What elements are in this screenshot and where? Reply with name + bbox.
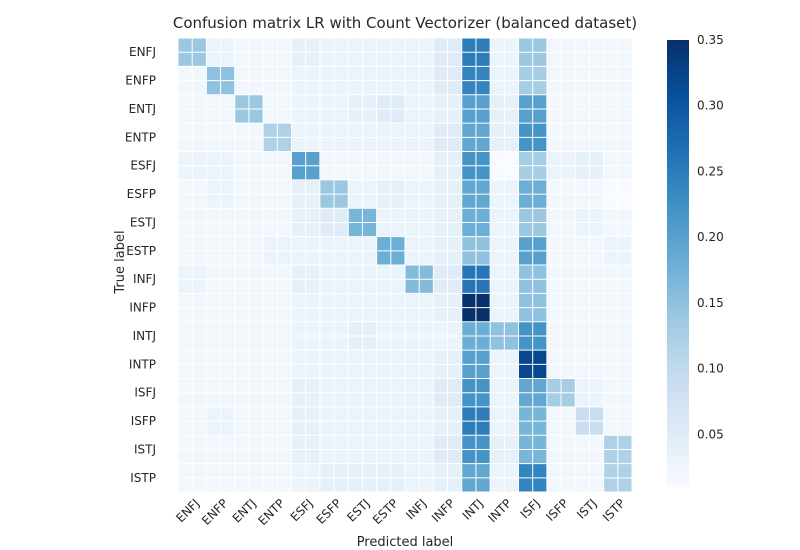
x-tick-label: ISTP <box>600 496 628 524</box>
x-tick-label: INTJ <box>460 496 486 522</box>
y-tick-label: INFJ <box>133 272 156 286</box>
y-tick-label: ENFP <box>125 74 156 88</box>
y-axis-ticks: ENFJ ENFP ENTJ ENTP ESFJ ESFP ESTJ ESTP INFJ INFP… <box>125 45 156 485</box>
x-tick-label: INFP <box>429 496 458 525</box>
y-axis-label: True label <box>113 230 128 294</box>
x-tick-label: ESTP <box>370 496 401 527</box>
colorbar-tick-label: 0.10 <box>697 362 724 376</box>
y-tick-label: ISTJ <box>134 442 156 456</box>
y-tick-label: ENTP <box>125 130 156 144</box>
x-tick-label: ESFJ <box>288 496 316 524</box>
colorbar-tick-label: 0.20 <box>697 230 724 244</box>
x-tick-label: ISTJ <box>574 496 599 521</box>
colorbar-tick-label: 0.35 <box>697 33 724 47</box>
colorbar-tick-label: 0.30 <box>697 99 724 113</box>
x-axis-label: Predicted label <box>357 535 454 550</box>
x-tick-label: ENTJ <box>230 496 259 525</box>
y-tick-label: ESFJ <box>130 159 156 173</box>
colorbar-tick-label: 0.25 <box>697 164 724 178</box>
y-tick-label: ESTP <box>126 244 156 258</box>
colorbar <box>667 40 689 487</box>
colorbar-ticks: 0.05 0.10 0.15 0.20 0.25 0.30 0.35 <box>697 33 724 441</box>
chart-title: Confusion matrix LR with Count Vectorize… <box>173 14 637 32</box>
colorbar-tick-label: 0.05 <box>697 427 724 441</box>
x-tick-label: ISFP <box>543 496 571 524</box>
y-tick-label: INFP <box>129 301 156 315</box>
colorbar-tick-label: 0.15 <box>697 296 724 310</box>
x-tick-label: ENFJ <box>173 496 202 525</box>
x-tick-label: INTP <box>485 496 514 525</box>
y-tick-label: ENFJ <box>129 45 156 59</box>
y-tick-label: ISTP <box>130 471 156 485</box>
x-tick-label: ENTP <box>256 496 288 528</box>
y-tick-label: ESTJ <box>130 215 156 229</box>
x-tick-label: ISFJ <box>518 496 543 521</box>
y-tick-label: INTJ <box>133 329 156 343</box>
y-tick-label: ESFP <box>127 187 156 201</box>
heatmap <box>177 37 633 493</box>
x-tick-label: ESTJ <box>344 496 372 524</box>
x-tick-label: INFJ <box>403 496 429 522</box>
y-tick-label: ISFP <box>131 414 156 428</box>
x-tick-label: ENFP <box>199 496 231 528</box>
x-tick-label: ESFP <box>314 496 345 527</box>
y-tick-label: ENTJ <box>129 102 156 116</box>
y-tick-label: INTP <box>129 357 156 371</box>
y-tick-label: ISFJ <box>134 386 156 400</box>
